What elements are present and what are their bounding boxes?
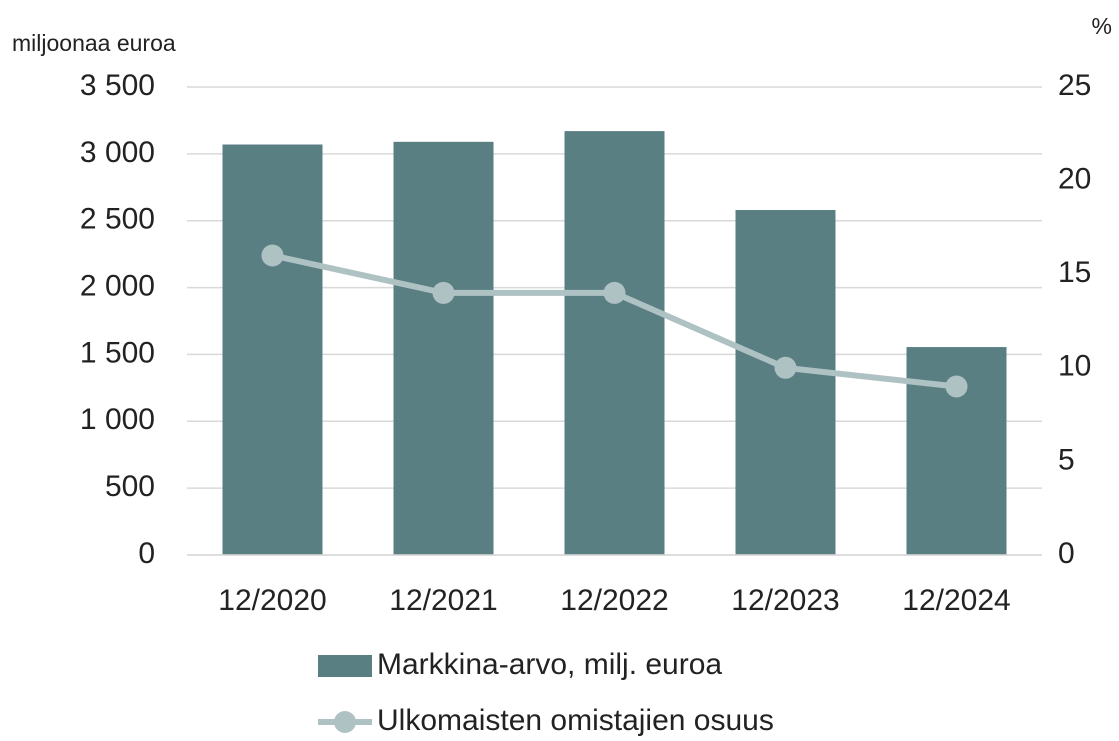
y2-tick-label: 15	[1058, 256, 1091, 289]
y-tick-label: 3 000	[80, 136, 155, 169]
y2-tick-label: 25	[1058, 69, 1091, 102]
line-point	[603, 281, 626, 304]
y2-tick-label: 5	[1058, 443, 1075, 476]
bar	[393, 141, 494, 555]
x-tick-label: 12/2021	[389, 584, 497, 617]
y-tick-label: 2 000	[80, 269, 155, 302]
x-tick-label: 12/2023	[731, 584, 839, 617]
line-point	[261, 244, 284, 267]
y-tick-label: 1 500	[80, 336, 155, 369]
bar	[564, 131, 665, 555]
y-tick-label: 2 500	[80, 203, 155, 236]
y2-tick-label: 20	[1058, 163, 1091, 196]
bar	[222, 144, 323, 556]
legend-swatch	[318, 655, 372, 677]
legend-swatch-marker	[334, 711, 356, 733]
y-tick-label: 1 000	[80, 403, 155, 436]
y-tick-label: 0	[138, 537, 155, 570]
line-point	[432, 281, 455, 304]
y2-tick-label: 10	[1058, 350, 1091, 383]
line-point	[774, 356, 797, 379]
legend-label: Markkina-arvo, milj. euroa	[377, 648, 722, 681]
x-tick-label: 12/2024	[902, 584, 1010, 617]
y-axis-label: miljoonaa euroa	[12, 30, 176, 56]
legend-label: Ulkomaisten omistajien osuus	[377, 704, 774, 737]
y2-axis-label: %	[1092, 13, 1112, 39]
y-tick-label: 500	[105, 470, 155, 503]
x-tick-label: 12/2020	[218, 584, 326, 617]
line-point	[945, 375, 968, 398]
bar	[735, 210, 836, 555]
y2-tick-label: 0	[1058, 537, 1075, 570]
y-tick-label: 3 500	[80, 69, 155, 102]
x-tick-label: 12/2022	[560, 584, 668, 617]
